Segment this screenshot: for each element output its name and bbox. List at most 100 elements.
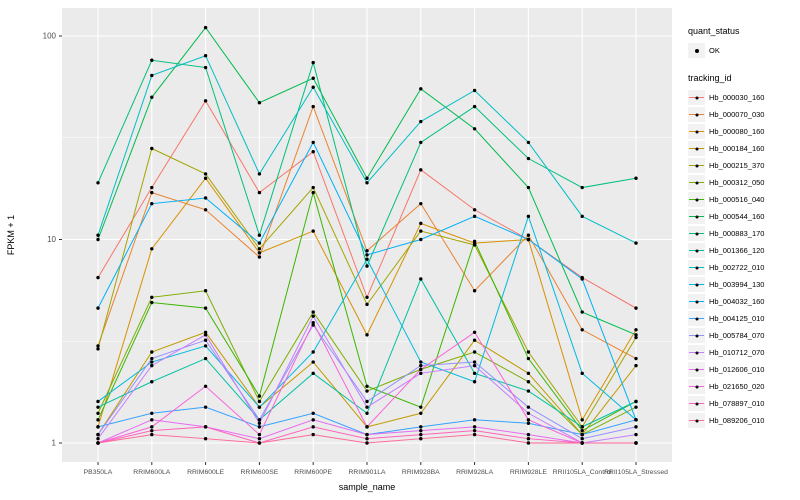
data-point bbox=[580, 436, 584, 441]
legend-label-ok: OK bbox=[709, 46, 720, 55]
data-point bbox=[150, 247, 154, 251]
data-point bbox=[96, 441, 100, 445]
legend-item-Hb_021650_020: Hb_021650_020 bbox=[688, 378, 798, 395]
data-point bbox=[257, 394, 262, 398]
legend-label: Hb_005784_070 bbox=[709, 331, 765, 340]
data-point bbox=[365, 399, 369, 404]
data-point bbox=[311, 104, 315, 109]
data-point bbox=[203, 25, 208, 30]
data-point bbox=[150, 185, 154, 190]
data-point bbox=[257, 432, 262, 437]
legend-item-Hb_000883_170: Hb_000883_170 bbox=[688, 225, 798, 242]
data-point bbox=[526, 233, 531, 237]
data-point bbox=[203, 330, 208, 334]
series-color-key-icon bbox=[688, 175, 705, 190]
data-point bbox=[526, 156, 531, 161]
legend-label: Hb_012606_010 bbox=[709, 365, 765, 374]
data-point bbox=[311, 432, 315, 437]
data-point bbox=[419, 140, 423, 145]
data-point bbox=[526, 432, 531, 437]
series-color-key-icon bbox=[688, 243, 705, 258]
ok-point-icon bbox=[688, 43, 705, 58]
legend-label: Hb_000883_170 bbox=[709, 229, 765, 238]
data-point bbox=[257, 190, 262, 195]
data-point bbox=[311, 411, 315, 415]
data-point bbox=[634, 432, 638, 437]
data-point bbox=[96, 306, 100, 310]
legend-item-ok: OK bbox=[688, 42, 798, 59]
data-point bbox=[150, 360, 154, 364]
data-point bbox=[472, 432, 477, 437]
data-point bbox=[580, 185, 584, 190]
x-axis-title: sample_name bbox=[339, 482, 396, 492]
data-point bbox=[365, 432, 369, 437]
data-point bbox=[365, 425, 369, 429]
legend-item-Hb_000516_040: Hb_000516_040 bbox=[688, 191, 798, 208]
data-point bbox=[419, 119, 423, 124]
data-point bbox=[257, 172, 262, 176]
data-point bbox=[257, 101, 262, 105]
legend-item-Hb_003994_130: Hb_003994_130 bbox=[688, 276, 798, 293]
legend-item-Hb_089206_010: Hb_089206_010 bbox=[688, 412, 798, 429]
data-point bbox=[472, 380, 477, 384]
data-point bbox=[365, 295, 369, 299]
data-point bbox=[311, 140, 315, 145]
data-point bbox=[203, 338, 208, 342]
data-point bbox=[419, 87, 423, 91]
data-point bbox=[150, 380, 154, 384]
data-point bbox=[526, 405, 531, 409]
data-point bbox=[96, 425, 100, 429]
data-point bbox=[580, 277, 584, 281]
data-point bbox=[419, 367, 423, 372]
x-tick-label: RRIM928LA bbox=[456, 469, 493, 476]
data-point bbox=[203, 65, 208, 70]
legend: quant_status OK tracking_id Hb_000030_16… bbox=[688, 26, 798, 429]
data-point bbox=[311, 350, 315, 354]
data-point bbox=[257, 251, 262, 255]
series-color-key-icon bbox=[688, 328, 705, 343]
data-point bbox=[311, 229, 315, 233]
data-point bbox=[580, 425, 584, 429]
data-point bbox=[311, 371, 315, 376]
data-point bbox=[580, 428, 584, 433]
data-point bbox=[472, 239, 477, 243]
data-point bbox=[526, 214, 531, 219]
data-point bbox=[472, 363, 477, 368]
data-point bbox=[257, 421, 262, 425]
data-point bbox=[203, 384, 208, 388]
x-tick-label: RRIM600LA bbox=[133, 469, 170, 476]
data-point bbox=[526, 140, 531, 145]
data-point bbox=[634, 328, 638, 332]
legend-label: Hb_010712_070 bbox=[709, 348, 765, 357]
data-point bbox=[526, 441, 531, 445]
data-point bbox=[472, 428, 477, 433]
data-point bbox=[150, 58, 154, 62]
data-point bbox=[257, 255, 262, 259]
data-point bbox=[203, 306, 208, 310]
data-point bbox=[634, 399, 638, 404]
legend-item-Hb_078897_010: Hb_078897_010 bbox=[688, 395, 798, 412]
data-point bbox=[419, 411, 423, 415]
data-point bbox=[311, 190, 315, 195]
legend-label: Hb_002722_010 bbox=[709, 263, 765, 272]
legend-item-Hb_000215_370: Hb_000215_370 bbox=[688, 157, 798, 174]
series-color-key-icon bbox=[688, 396, 705, 411]
data-point bbox=[365, 253, 369, 257]
data-point bbox=[203, 196, 208, 200]
data-point bbox=[96, 432, 100, 437]
data-point bbox=[150, 190, 154, 195]
data-point bbox=[472, 425, 477, 429]
data-point bbox=[257, 405, 262, 409]
legend-item-Hb_001366_120: Hb_001366_120 bbox=[688, 242, 798, 259]
data-point bbox=[365, 264, 369, 268]
legend-label: Hb_000070_030 bbox=[709, 110, 765, 119]
data-point bbox=[365, 411, 369, 415]
y-tick-label: 10 bbox=[47, 235, 56, 244]
data-point bbox=[150, 428, 154, 433]
series-color-key-icon bbox=[688, 209, 705, 224]
legend-label: Hb_000184_160 bbox=[709, 144, 765, 153]
x-tick-label: RRII105LA_Control bbox=[553, 469, 612, 476]
data-point bbox=[365, 257, 369, 261]
legend-label: Hb_000312_050 bbox=[709, 178, 765, 187]
